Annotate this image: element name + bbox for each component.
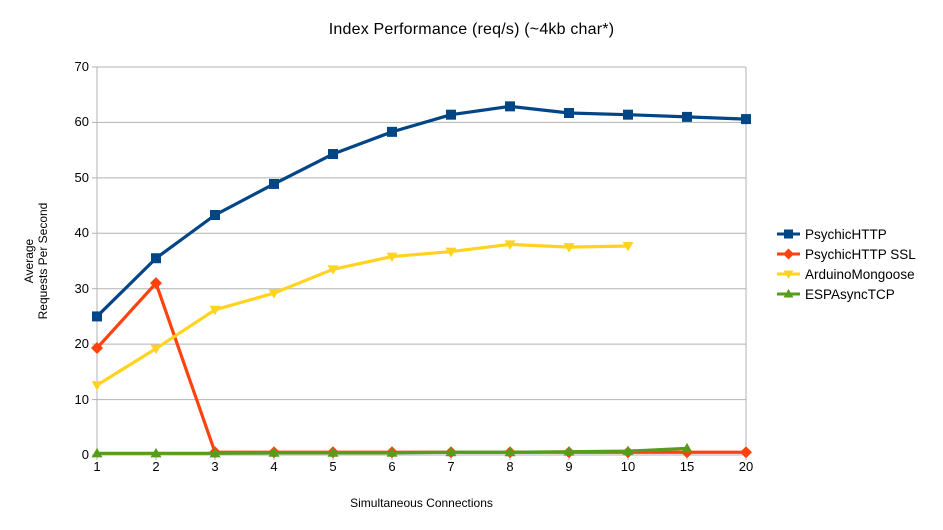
marker-triangle-down bbox=[91, 381, 103, 391]
marker-triangle-up bbox=[327, 447, 339, 457]
marker-triangle-up bbox=[386, 447, 398, 457]
y-tick-label: 20 bbox=[74, 336, 89, 351]
marker-square bbox=[92, 311, 102, 322]
chart-title: Index Performance (req/s) (~4kb char*) bbox=[328, 21, 615, 38]
legend-label: PsychicHTTP bbox=[805, 226, 887, 242]
legend-label: ArduinoMongoose bbox=[805, 266, 915, 282]
series-line-PsychicHTTP bbox=[95, 104, 748, 319]
y-tick-label: 0 bbox=[81, 447, 89, 462]
marker-triangle-up bbox=[91, 447, 103, 458]
x-axis-title: Simultaneous Connections bbox=[350, 496, 493, 510]
marker-triangle-down bbox=[386, 252, 398, 263]
y-axis-title-line2: Requests Per Second bbox=[36, 202, 50, 320]
marker-diamond bbox=[91, 342, 103, 355]
marker-triangle-down bbox=[445, 247, 457, 258]
marker-square bbox=[505, 101, 515, 112]
x-tick-label: 1 bbox=[93, 459, 101, 474]
y-axis-title-line1: Average bbox=[22, 238, 36, 284]
legend-marker-triangle-up bbox=[777, 289, 800, 298]
marker-triangle-down bbox=[563, 243, 575, 253]
marker-square bbox=[151, 253, 161, 264]
legend-marker-diamond bbox=[777, 248, 800, 260]
marker-square bbox=[446, 109, 456, 120]
marker-triangle-up bbox=[622, 445, 634, 456]
x-tick-label: 5 bbox=[329, 459, 337, 474]
marker-square bbox=[328, 149, 338, 160]
x-tick-label: 2 bbox=[152, 459, 160, 474]
y-tick-label: 30 bbox=[74, 281, 89, 296]
y-tick-label: 60 bbox=[74, 114, 89, 129]
y-axis-title: Average Requests Per Second bbox=[22, 151, 50, 371]
marker-square bbox=[741, 114, 751, 125]
marker-triangle-up bbox=[209, 447, 221, 458]
x-tick-label: 4 bbox=[270, 459, 278, 474]
legend-label: ESPAsyncTCP bbox=[805, 286, 895, 302]
legend-item-PsychicHTTP: PsychicHTTP bbox=[777, 224, 916, 244]
series-line-PsychicHTTP-SSL bbox=[95, 281, 748, 454]
x-tick-label: 20 bbox=[738, 459, 754, 474]
legend-item-PsychicHTTP-SSL: PsychicHTTP SSL bbox=[777, 244, 916, 264]
marker-square bbox=[269, 178, 279, 189]
marker-square bbox=[564, 108, 574, 119]
marker-triangle-up bbox=[150, 447, 162, 458]
marker-triangle-up bbox=[268, 447, 280, 457]
legend: PsychicHTTP PsychicHTTP SSL ArduinoMongoos… bbox=[777, 224, 916, 304]
marker-triangle-down bbox=[504, 240, 516, 250]
x-tick-label: 10 bbox=[620, 459, 636, 474]
marker-square bbox=[210, 209, 220, 220]
marker-triangle-down bbox=[150, 344, 162, 355]
marker-triangle-up bbox=[681, 442, 693, 453]
marker-triangle-down bbox=[327, 265, 339, 275]
marker-square bbox=[387, 126, 397, 137]
x-tick-label: 6 bbox=[388, 459, 396, 474]
series-line-ArduinoMongoose bbox=[95, 242, 630, 387]
marker-triangle-down bbox=[622, 242, 634, 252]
y-tick-label: 10 bbox=[74, 392, 89, 407]
marker-diamond bbox=[740, 446, 752, 459]
marker-triangle-down bbox=[268, 289, 280, 299]
y-tick-label: 50 bbox=[74, 170, 89, 185]
x-tick-label: 3 bbox=[211, 459, 219, 474]
x-tick-label: 7 bbox=[447, 459, 455, 474]
x-tick-label: 8 bbox=[506, 459, 514, 474]
legend-item-ESPAsyncTCP: ESPAsyncTCP bbox=[777, 284, 916, 304]
legend-label: PsychicHTTP SSL bbox=[805, 246, 916, 262]
x-tick-label: 9 bbox=[565, 459, 573, 474]
marker-triangle-up bbox=[563, 446, 575, 456]
marker-triangle-down bbox=[209, 305, 221, 316]
y-tick-label: 70 bbox=[74, 59, 89, 74]
legend-marker-square bbox=[777, 229, 800, 239]
marker-square bbox=[623, 109, 633, 120]
marker-triangle-up bbox=[504, 446, 516, 457]
marker-square bbox=[682, 111, 692, 122]
marker-triangle-up bbox=[445, 446, 457, 457]
x-tick-label: 15 bbox=[679, 459, 695, 474]
legend-marker-triangle-down bbox=[777, 270, 800, 279]
marker-diamond bbox=[150, 277, 162, 290]
y-tick-label: 40 bbox=[74, 225, 89, 240]
legend-item-ArduinoMongoose: ArduinoMongoose bbox=[777, 264, 916, 284]
